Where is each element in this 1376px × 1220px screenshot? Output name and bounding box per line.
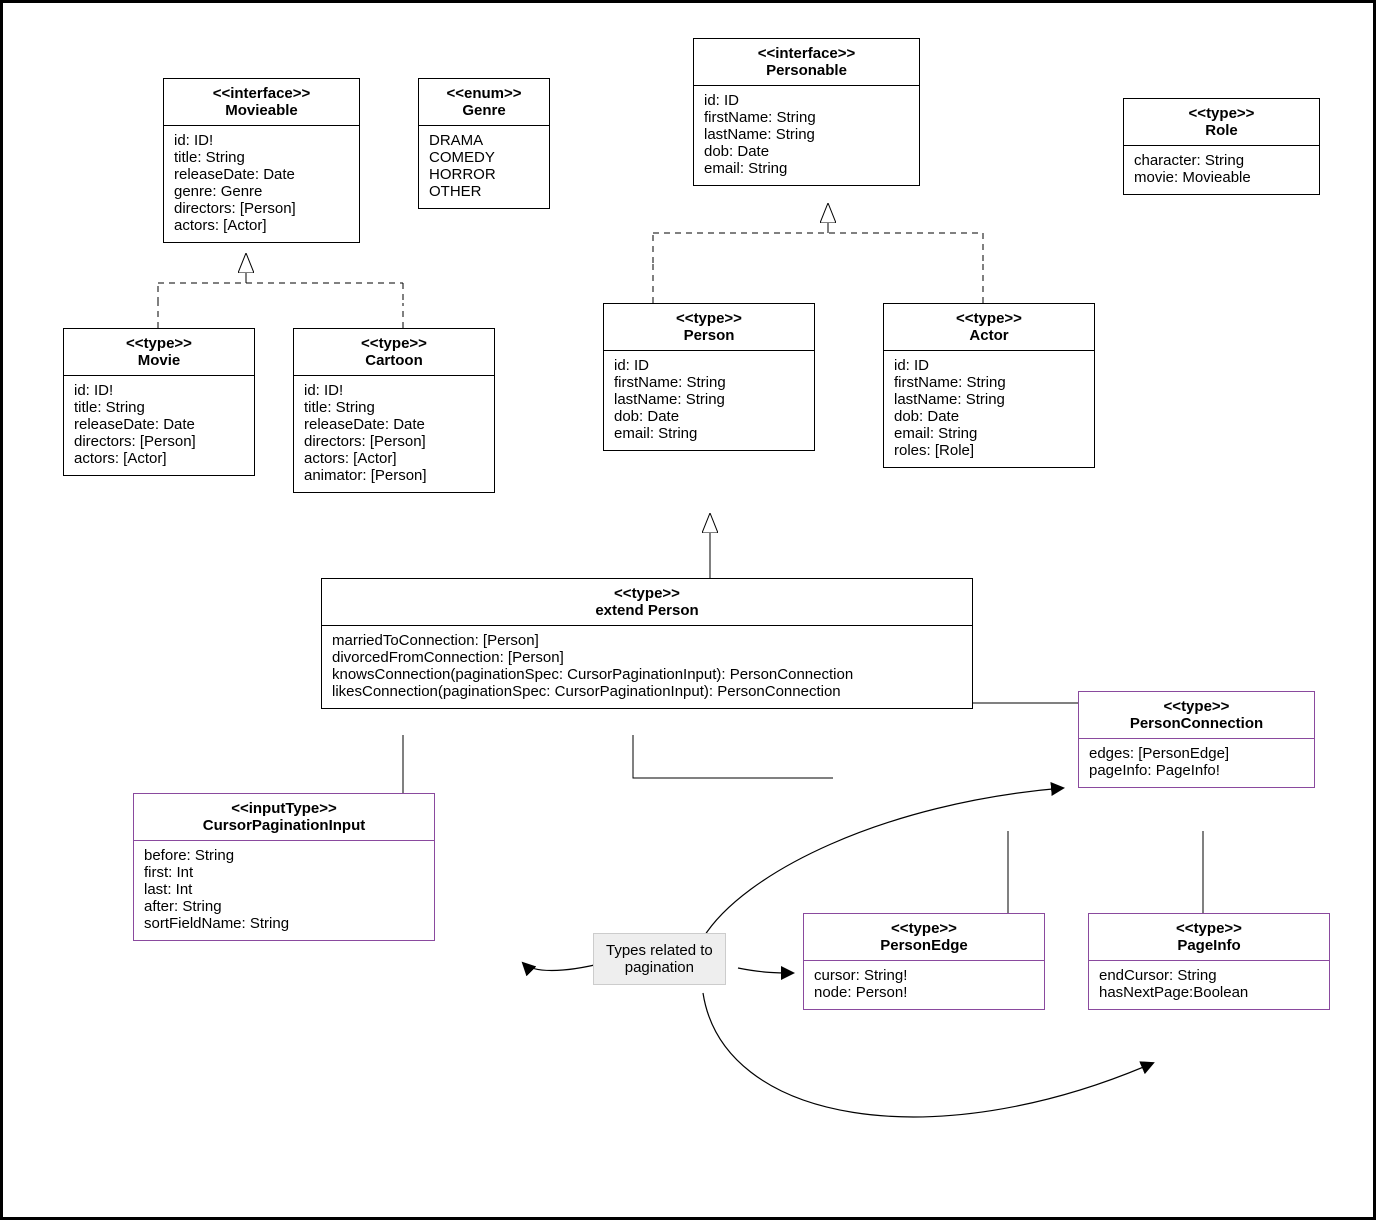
note-pagination: Types related to pagination bbox=[593, 933, 726, 985]
class-extend-person: <<type>> extend Person marriedToConnecti… bbox=[321, 578, 973, 709]
class-movie: <<type>> Movie id: ID! title: String rel… bbox=[63, 328, 255, 476]
field-list: id: ID! title: String releaseDate: Date … bbox=[164, 126, 359, 242]
class-person-edge: <<type>> PersonEdge cursor: String! node… bbox=[803, 913, 1045, 1010]
class-role: <<type>> Role character: String movie: M… bbox=[1123, 98, 1320, 195]
class-person-connection: <<type>> PersonConnection edges: [Person… bbox=[1078, 691, 1315, 788]
class-genre: <<enum>> Genre DRAMA COMEDY HORROR OTHER bbox=[418, 78, 550, 209]
class-personable: <<interface>> Personable id: ID firstNam… bbox=[693, 38, 920, 186]
diagram-canvas: <<interface>> Movieable id: ID! title: S… bbox=[0, 0, 1376, 1220]
class-cursor-pagination-input: <<inputType>> CursorPaginationInput befo… bbox=[133, 793, 435, 941]
class-cartoon: <<type>> Cartoon id: ID! title: String r… bbox=[293, 328, 495, 493]
stereotype: <<interface>> bbox=[174, 85, 349, 102]
class-name: Movieable bbox=[174, 102, 349, 119]
class-page-info: <<type>> PageInfo endCursor: String hasN… bbox=[1088, 913, 1330, 1010]
class-movieable: <<interface>> Movieable id: ID! title: S… bbox=[163, 78, 360, 243]
class-actor: <<type>> Actor id: ID firstName: String … bbox=[883, 303, 1095, 468]
class-person: <<type>> Person id: ID firstName: String… bbox=[603, 303, 815, 451]
